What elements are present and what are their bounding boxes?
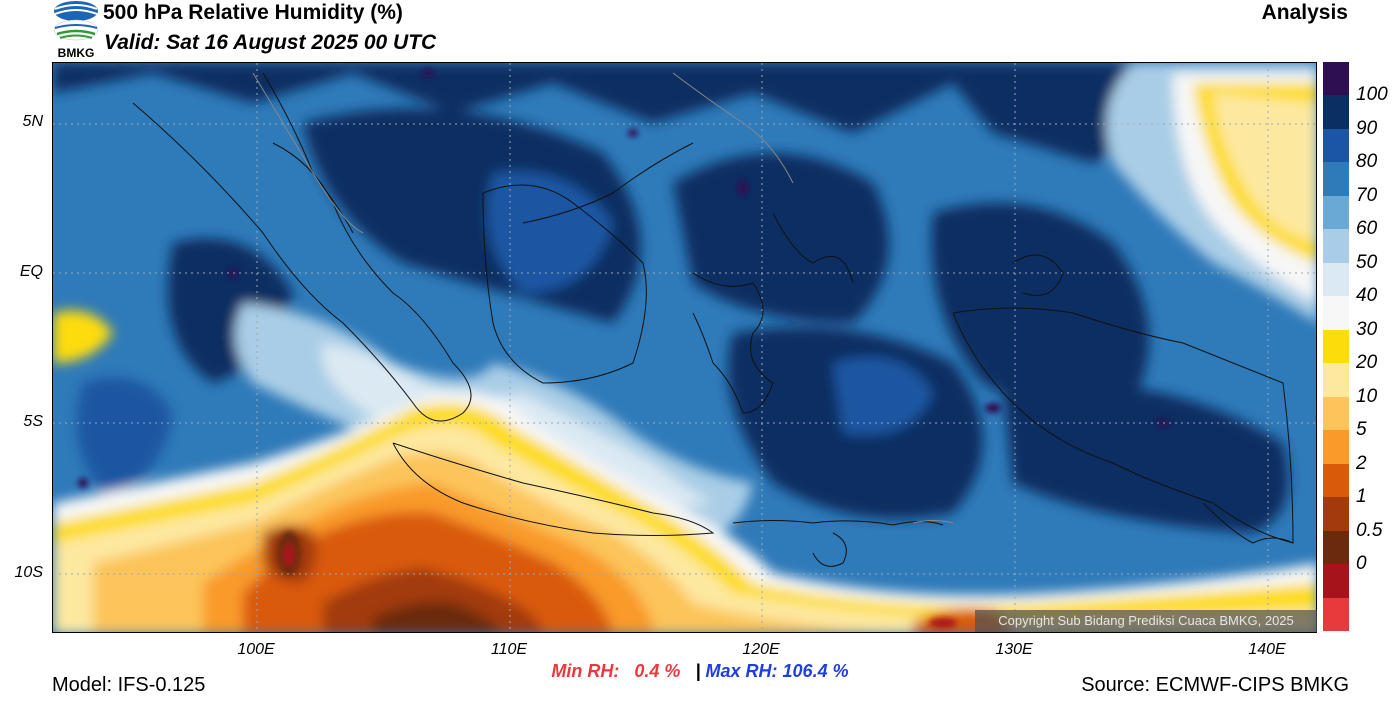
- colorbar-label: 1: [1356, 486, 1367, 508]
- stats-separator: |: [695, 661, 701, 681]
- lon-label-130e: 130E: [995, 641, 1033, 658]
- lat-label-eq: EQ: [19, 263, 43, 280]
- lon-label-120e: 120E: [742, 641, 780, 658]
- valid-time: Valid: Sat 16 August 2025 00 UTC: [104, 31, 437, 54]
- lat-label-5s: 5S: [23, 413, 43, 430]
- lat-label-5n: 5N: [22, 113, 43, 130]
- colorbar-label: 2: [1356, 452, 1367, 474]
- colorbar-swatch: [1323, 430, 1349, 465]
- max-rh-label: Max RH:: [705, 661, 778, 681]
- min-rh-label: Min RH:: [551, 661, 620, 681]
- colorbar-label: 20: [1356, 352, 1378, 374]
- colorbar-label: 0: [1356, 553, 1367, 575]
- humidity-field: [53, 63, 1316, 632]
- graticule: [53, 63, 1316, 632]
- max-rh-value: 106.4 %: [782, 661, 849, 681]
- lon-label-110e: 110E: [490, 641, 528, 658]
- max-rh: Max RH: 106.4 %: [706, 661, 849, 681]
- colorbar-swatch: [1323, 497, 1349, 532]
- colorbar-label: 0.5: [1356, 519, 1383, 541]
- copyright-notice: Copyright Sub Bidang Prediksi Cuaca BMKG…: [975, 610, 1317, 632]
- colorbar-swatch: [1323, 62, 1349, 96]
- colorbar-label: 5: [1356, 419, 1367, 441]
- colorbar-label: 100: [1356, 84, 1388, 106]
- bmkg-logo: BMKG: [53, 1, 99, 60]
- colorbar-label: 40: [1356, 285, 1378, 307]
- colorbar-label: 50: [1356, 251, 1378, 273]
- product-type: Analysis: [1261, 1, 1348, 24]
- colorbar-swatch: [1323, 564, 1349, 599]
- colorbar-swatch: [1323, 463, 1349, 498]
- colorbar-label: 90: [1356, 117, 1378, 139]
- colorbar-swatch: [1323, 195, 1349, 230]
- map-title: 500 hPa Relative Humidity (%): [103, 1, 403, 24]
- colorbar-swatch: [1323, 597, 1349, 632]
- colorbar-swatch: [1323, 262, 1349, 297]
- min-rh-value: 0.4 %: [634, 661, 681, 681]
- lat-label-10s: 10S: [14, 564, 43, 581]
- colorbar-label: 60: [1356, 218, 1378, 240]
- colorbar-swatch: [1323, 128, 1349, 163]
- lon-label-140e: 140E: [1248, 641, 1286, 658]
- colorbar-label: 30: [1356, 318, 1378, 340]
- humidity-stats: Min RH: 0.4 % | Max RH: 106.4 %: [0, 661, 1400, 682]
- colorbar-label: 80: [1356, 151, 1378, 173]
- colorbar-swatch: [1323, 530, 1349, 565]
- colorbar-swatch: [1323, 363, 1349, 398]
- colorbar-swatch: [1323, 296, 1349, 331]
- humidity-map: [52, 62, 1317, 633]
- colorbar-swatch: [1323, 396, 1349, 431]
- colorbar-swatch: [1323, 229, 1349, 264]
- colorbar-label: 10: [1356, 385, 1378, 407]
- source-label: Source: ECMWF-CIPS BMKG: [1081, 674, 1349, 696]
- lon-label-100e: 100E: [237, 641, 275, 658]
- colorbar-swatch: [1323, 95, 1349, 130]
- logo-text: BMKG: [58, 46, 95, 60]
- model-label: Model: IFS-0.125: [52, 674, 206, 696]
- colorbar-swatch: [1323, 329, 1349, 364]
- colorbar-swatch: [1323, 162, 1349, 197]
- colorbar-label: 70: [1356, 184, 1378, 206]
- min-rh: Min RH: 0.4 %: [551, 661, 680, 681]
